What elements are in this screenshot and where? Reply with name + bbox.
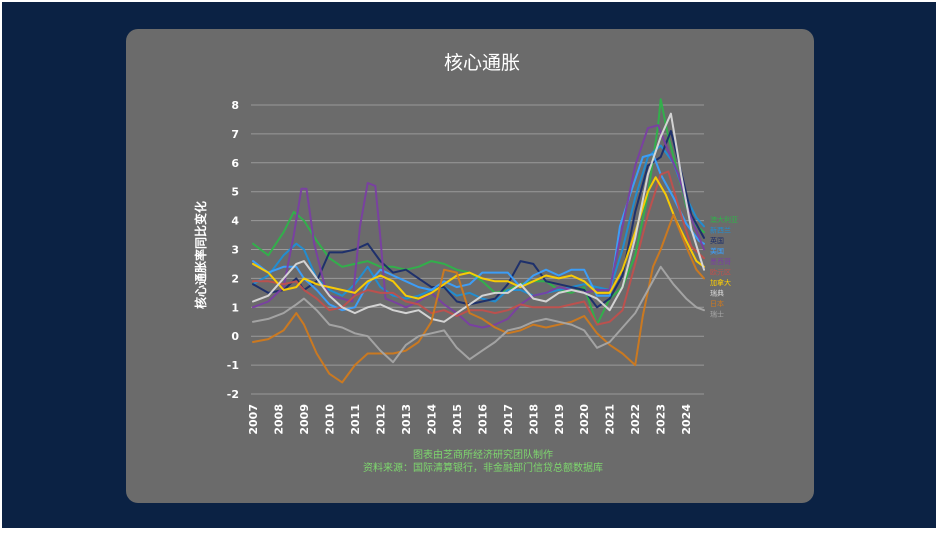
y-tick-label: 1	[231, 301, 239, 314]
y-tick-label: 5	[231, 186, 239, 199]
series-line-10	[252, 265, 705, 364]
series-line-6	[252, 170, 705, 326]
x-tick-label: 2007	[247, 404, 260, 435]
series-line-1	[252, 98, 705, 326]
series-line-9	[252, 213, 705, 384]
chart-card: 核心通胀 核心通胀率同比变化 8 7 6 5 4 3 2 1 0 -1 -2 2007 2008 200…	[126, 29, 814, 503]
y-tick-label: 3	[231, 244, 239, 257]
y-tick-label: 6	[231, 157, 239, 170]
y-tick-label: -1	[227, 359, 239, 372]
legend-item: 新西兰	[710, 226, 731, 235]
x-tick-label: 2013	[400, 404, 413, 435]
legend-item: 英国	[710, 236, 724, 245]
x-tick-label: 2017	[502, 404, 515, 435]
series-line-4	[252, 153, 705, 312]
legend-item: 美国	[710, 247, 724, 256]
y-tick-label: 7	[231, 128, 239, 141]
y-tick-label: -2	[227, 388, 239, 401]
legend-item: 墨西哥	[710, 258, 731, 266]
y-tick-label: 8	[231, 99, 239, 112]
chart-note-1: 图表由芝商所经济研究团队制作	[413, 448, 553, 461]
x-tick-label: 2010	[323, 404, 336, 435]
legend-item: 加拿大	[710, 278, 731, 287]
y-tick-label: 2	[231, 272, 239, 285]
x-tick-label: 2024	[680, 404, 693, 435]
y-tick-labels: 8 7 6 5 4 3 2 1 0 -1 -2	[227, 99, 240, 401]
x-tick-label: 2020	[578, 404, 591, 435]
x-tick-label: 2016	[476, 404, 489, 435]
chart-note-2: 资料来源：国际清算银行，非金融部门信贷总额数据库	[363, 461, 603, 474]
series-line-8	[252, 112, 705, 323]
series-line-2	[252, 144, 705, 303]
legend-item: 瑞典	[710, 289, 724, 298]
y-tick-label: 0	[231, 330, 239, 343]
legend-item: 欧元区	[710, 268, 731, 277]
x-tick-label: 2019	[553, 404, 566, 435]
series-line-7	[252, 176, 705, 300]
x-tick-label: 2023	[655, 404, 668, 435]
series-line-3	[252, 130, 705, 309]
x-tick-label: 2021	[604, 404, 617, 435]
grid-layer	[251, 104, 704, 395]
legend-item: 澳大利亚	[710, 215, 738, 224]
legend-item: 瑞士	[710, 310, 724, 319]
x-tick-label: 2011	[349, 404, 362, 435]
x-tick-label: 2022	[629, 404, 642, 435]
x-tick-label: 2014	[425, 404, 438, 435]
x-tick-labels: 2007 2008 2009 2010 2011 2012 2013 2014 2015 2016…	[247, 404, 693, 435]
x-tick-label: 2009	[298, 404, 311, 435]
series-line-5	[252, 124, 705, 329]
chart-title: 核心通胀	[444, 52, 520, 74]
x-tick-label: 2008	[272, 404, 285, 435]
x-tick-label: 2015	[451, 404, 464, 435]
series-lines	[252, 98, 705, 384]
x-tick-label: 2018	[527, 404, 540, 435]
x-tick-label: 2012	[374, 404, 387, 435]
y-tick-label: 4	[231, 215, 239, 228]
y-axis-label: 核心通胀率同比变化	[193, 201, 208, 309]
legend-item: 日本	[710, 299, 724, 308]
